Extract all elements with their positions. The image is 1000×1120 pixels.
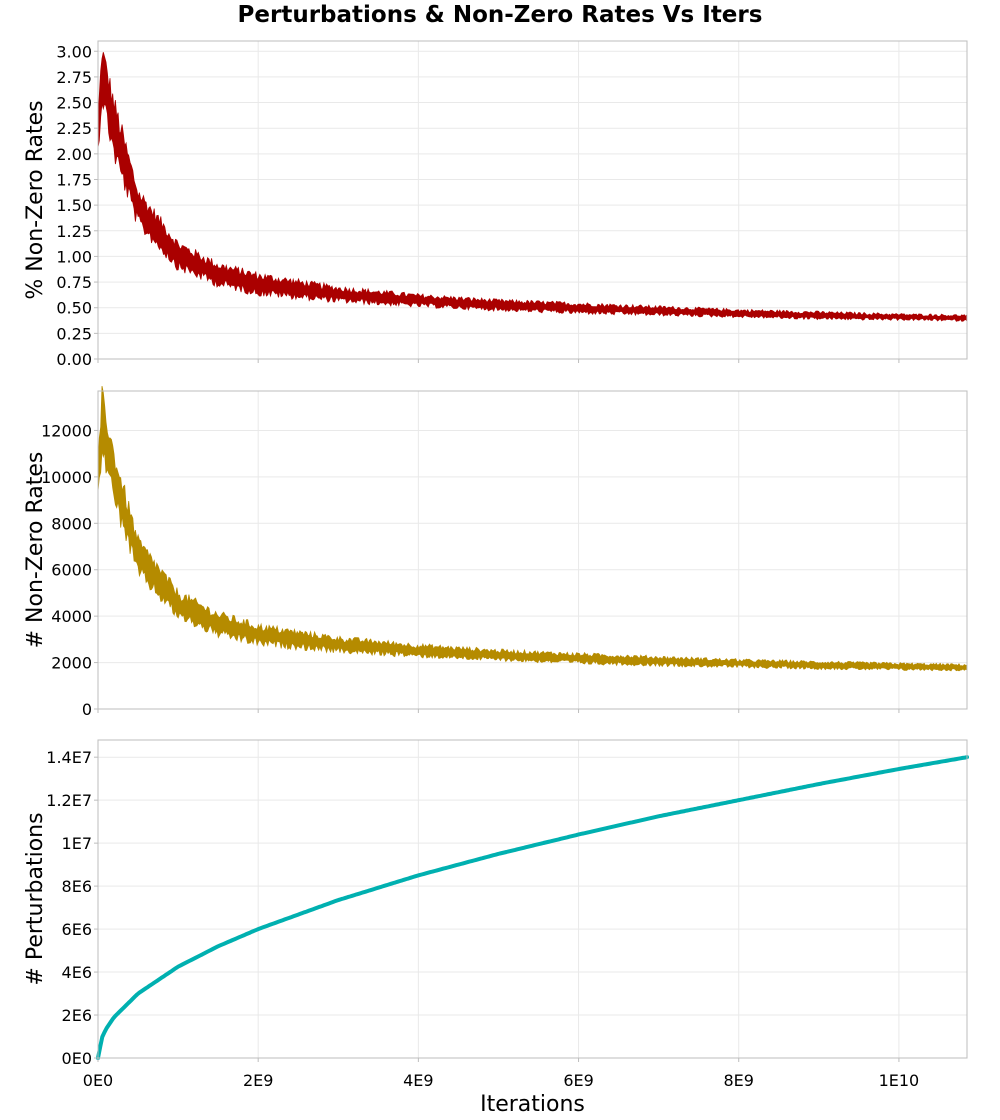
y-tick-label: 1.50 xyxy=(56,196,92,215)
y-tick-label: 4E6 xyxy=(62,963,92,982)
series-band xyxy=(97,386,968,672)
y-tick-label: 1.25 xyxy=(56,222,92,241)
x-tick-label: 2E9 xyxy=(243,1071,273,1090)
y-tick-label: 0E0 xyxy=(62,1049,92,1068)
y-axis-label: # Non-Zero Rates xyxy=(23,452,48,649)
y-tick-label: 0.00 xyxy=(56,350,92,369)
y-tick-label: 12000 xyxy=(41,421,92,440)
y-tick-label: 0.50 xyxy=(56,299,92,318)
x-axis-label: Iterations xyxy=(480,1092,585,1117)
x-tick-label: 1E10 xyxy=(879,1071,920,1090)
y-tick-label: 1.00 xyxy=(56,247,92,266)
y-tick-label: 8E6 xyxy=(62,877,92,896)
y-tick-label: 1.75 xyxy=(56,170,92,189)
y-tick-label: 6E6 xyxy=(62,920,92,939)
y-tick-label: 1.4E7 xyxy=(46,748,92,767)
y-tick-label: 2.50 xyxy=(56,94,92,113)
y-axis-label: # Perturbations xyxy=(23,812,48,985)
y-tick-label: 3.00 xyxy=(56,42,92,61)
y-tick-label: 2.00 xyxy=(56,145,92,164)
plot-frame xyxy=(97,40,968,360)
x-tick-label: 4E9 xyxy=(403,1071,433,1090)
plot-frame xyxy=(97,739,968,1059)
y-tick-label: 2.25 xyxy=(56,119,92,138)
series-band xyxy=(97,52,968,323)
y-tick-label: 1.2E7 xyxy=(46,791,92,810)
y-tick-label: 10000 xyxy=(41,468,92,487)
series-line xyxy=(96,755,969,1060)
y-tick-label: 2E6 xyxy=(62,1006,92,1025)
x-tick-label: 6E9 xyxy=(563,1071,593,1090)
y-tick-label: 8000 xyxy=(51,514,92,533)
chart-title: Perturbations & Non-Zero Rates Vs Iters xyxy=(238,2,763,28)
panel-count-nonzero-rates: 0 2000 4000 6000 8000 10000 12000 # Non-Zero Ra… xyxy=(23,386,968,719)
panel-perturbations: 0E0 2E6 4E6 6E6 8E6 1E7 1.2E7 1.4E7 0E0 2E9 4E9 6E9… xyxy=(23,739,969,1117)
x-tick-label: 0E0 xyxy=(83,1071,113,1090)
y-tick-label: 2.75 xyxy=(56,68,92,87)
y-tick-label: 4000 xyxy=(51,607,92,626)
panel-percent-nonzero-rates: 0.00 0.25 0.50 0.75 1.00 1.25 1.50 1.75 2.00 2.25… xyxy=(23,40,968,369)
x-tick-label: 8E9 xyxy=(724,1071,754,1090)
y-tick-label: 2000 xyxy=(51,654,92,673)
plot-frame xyxy=(97,390,968,710)
y-axis-label: % Non-Zero Rates xyxy=(23,100,48,299)
y-tick-label: 6000 xyxy=(51,561,92,580)
y-tick-label: 0 xyxy=(82,700,92,719)
y-tick-label: 0.75 xyxy=(56,273,92,292)
y-tick-label: 1E7 xyxy=(62,834,92,853)
y-tick-label: 0.25 xyxy=(56,324,92,343)
